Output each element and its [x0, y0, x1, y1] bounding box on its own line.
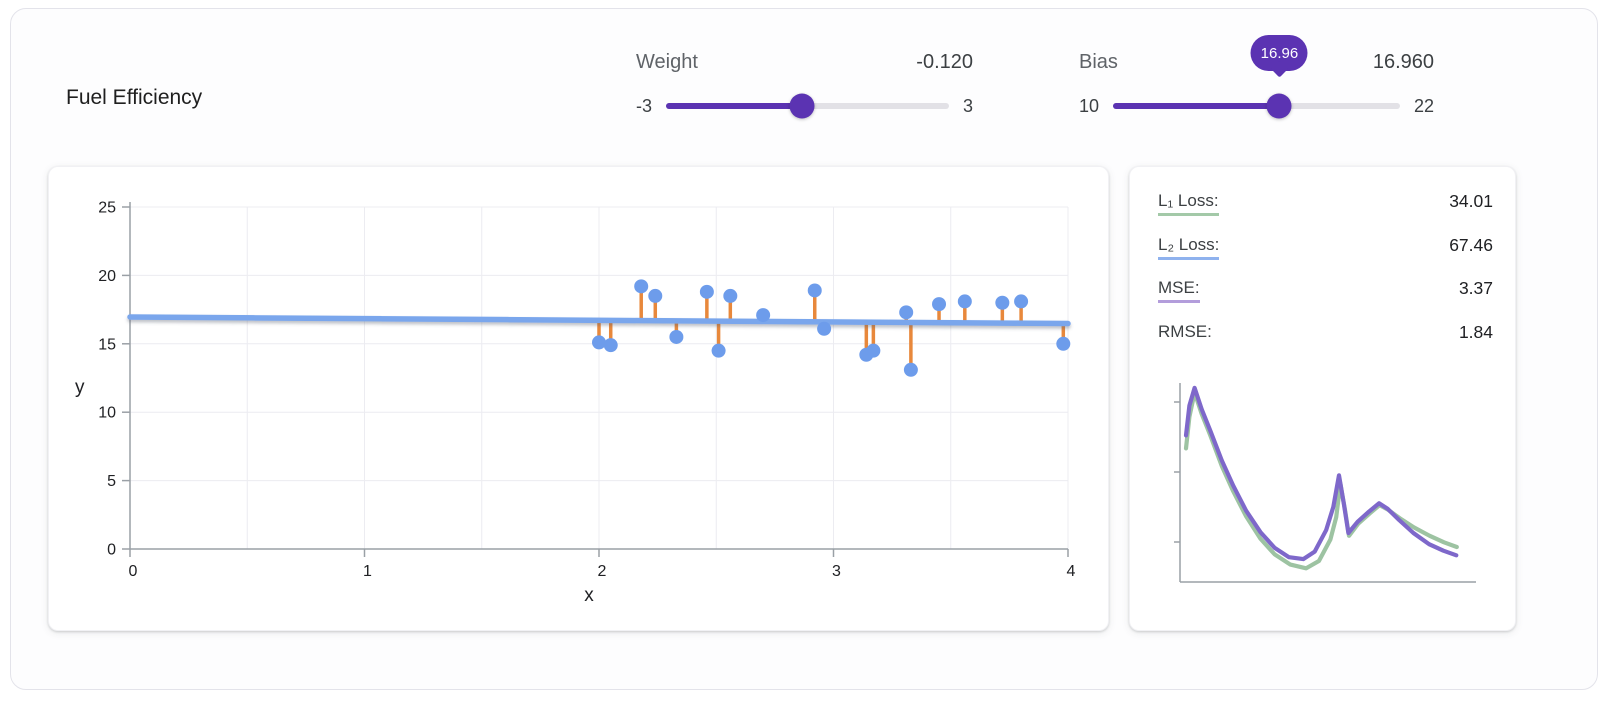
- weight-value: -0.120: [916, 51, 973, 73]
- metric-value: 67.46: [1449, 234, 1493, 255]
- weight-slider-thumb[interactable]: [789, 93, 815, 119]
- svg-text:5: 5: [107, 473, 116, 490]
- svg-text:15: 15: [98, 336, 116, 353]
- svg-text:0: 0: [107, 542, 116, 559]
- svg-text:20: 20: [98, 268, 116, 285]
- loss-panel: L₁ Loss: 34.01 L₂ Loss: 67.46 MSE: 3.37 RMSE: 1…: [1129, 166, 1516, 631]
- metric-row: RMSE: 1.84: [1158, 322, 1493, 366]
- metric-row: L₁ Loss: 34.01: [1158, 191, 1493, 235]
- svg-text:25: 25: [98, 200, 116, 217]
- weight-slider[interactable]: [666, 93, 949, 119]
- metric-value: 3.37: [1458, 278, 1493, 298]
- svg-text:3: 3: [832, 563, 841, 580]
- svg-text:4: 4: [1067, 563, 1076, 580]
- bias-min-label: 10: [1079, 95, 1100, 116]
- metric-label: L₁ Loss:: [1158, 191, 1219, 216]
- weight-control-group: Weight -0.120 -3 3: [636, 51, 973, 119]
- metric-label: MSE:: [1158, 278, 1200, 303]
- svg-text:0: 0: [129, 563, 138, 580]
- metric-label: RMSE:: [1158, 321, 1212, 341]
- app-container: Fuel Efficiency Weight -0.120 -3 3 Bias …: [10, 8, 1598, 690]
- metric-value: 34.01: [1449, 191, 1493, 211]
- loss-curve-chart: [1174, 383, 1476, 583]
- bias-slider-thumb[interactable]: [1266, 93, 1292, 119]
- bias-slider[interactable]: 16.96: [1113, 35, 1400, 119]
- loss-metrics: L₁ Loss: 34.01 L₂ Loss: 67.46 MSE: 3.37 RMSE: 1…: [1158, 191, 1493, 365]
- weight-slider-fill: [666, 103, 802, 109]
- page-title: Fuel Efficiency: [66, 86, 203, 109]
- bias-value-tooltip: 16.96: [1250, 35, 1308, 71]
- weight-label: Weight: [636, 51, 698, 73]
- weight-max-label: 3: [962, 95, 973, 116]
- svg-text:x: x: [584, 585, 594, 606]
- metric-row: L₂ Loss: 67.46: [1158, 235, 1493, 279]
- bias-control-group: Bias 16.960 10 16.96 22: [1079, 35, 1434, 119]
- svg-text:2: 2: [598, 563, 607, 580]
- scatter-chart: 0 5 10 15 20 25 0 1 2 3 4 y x: [75, 200, 1076, 607]
- scatter-chart-card: 0 5 10 15 20 25 0 1 2 3 4 y x: [48, 166, 1109, 631]
- svg-text:10: 10: [98, 405, 116, 422]
- bias-value: 16.960: [1372, 51, 1434, 73]
- metric-label: L₂ Loss:: [1158, 235, 1220, 260]
- bias-slider-fill: [1113, 103, 1280, 109]
- bias-label: Bias: [1079, 51, 1118, 73]
- bias-max-label: 22: [1413, 95, 1434, 116]
- metric-value: 1.84: [1458, 321, 1493, 342]
- metric-row: MSE: 3.37: [1158, 278, 1493, 322]
- svg-text:y: y: [75, 377, 85, 398]
- weight-min-label: -3: [636, 95, 653, 116]
- svg-text:1: 1: [363, 563, 372, 580]
